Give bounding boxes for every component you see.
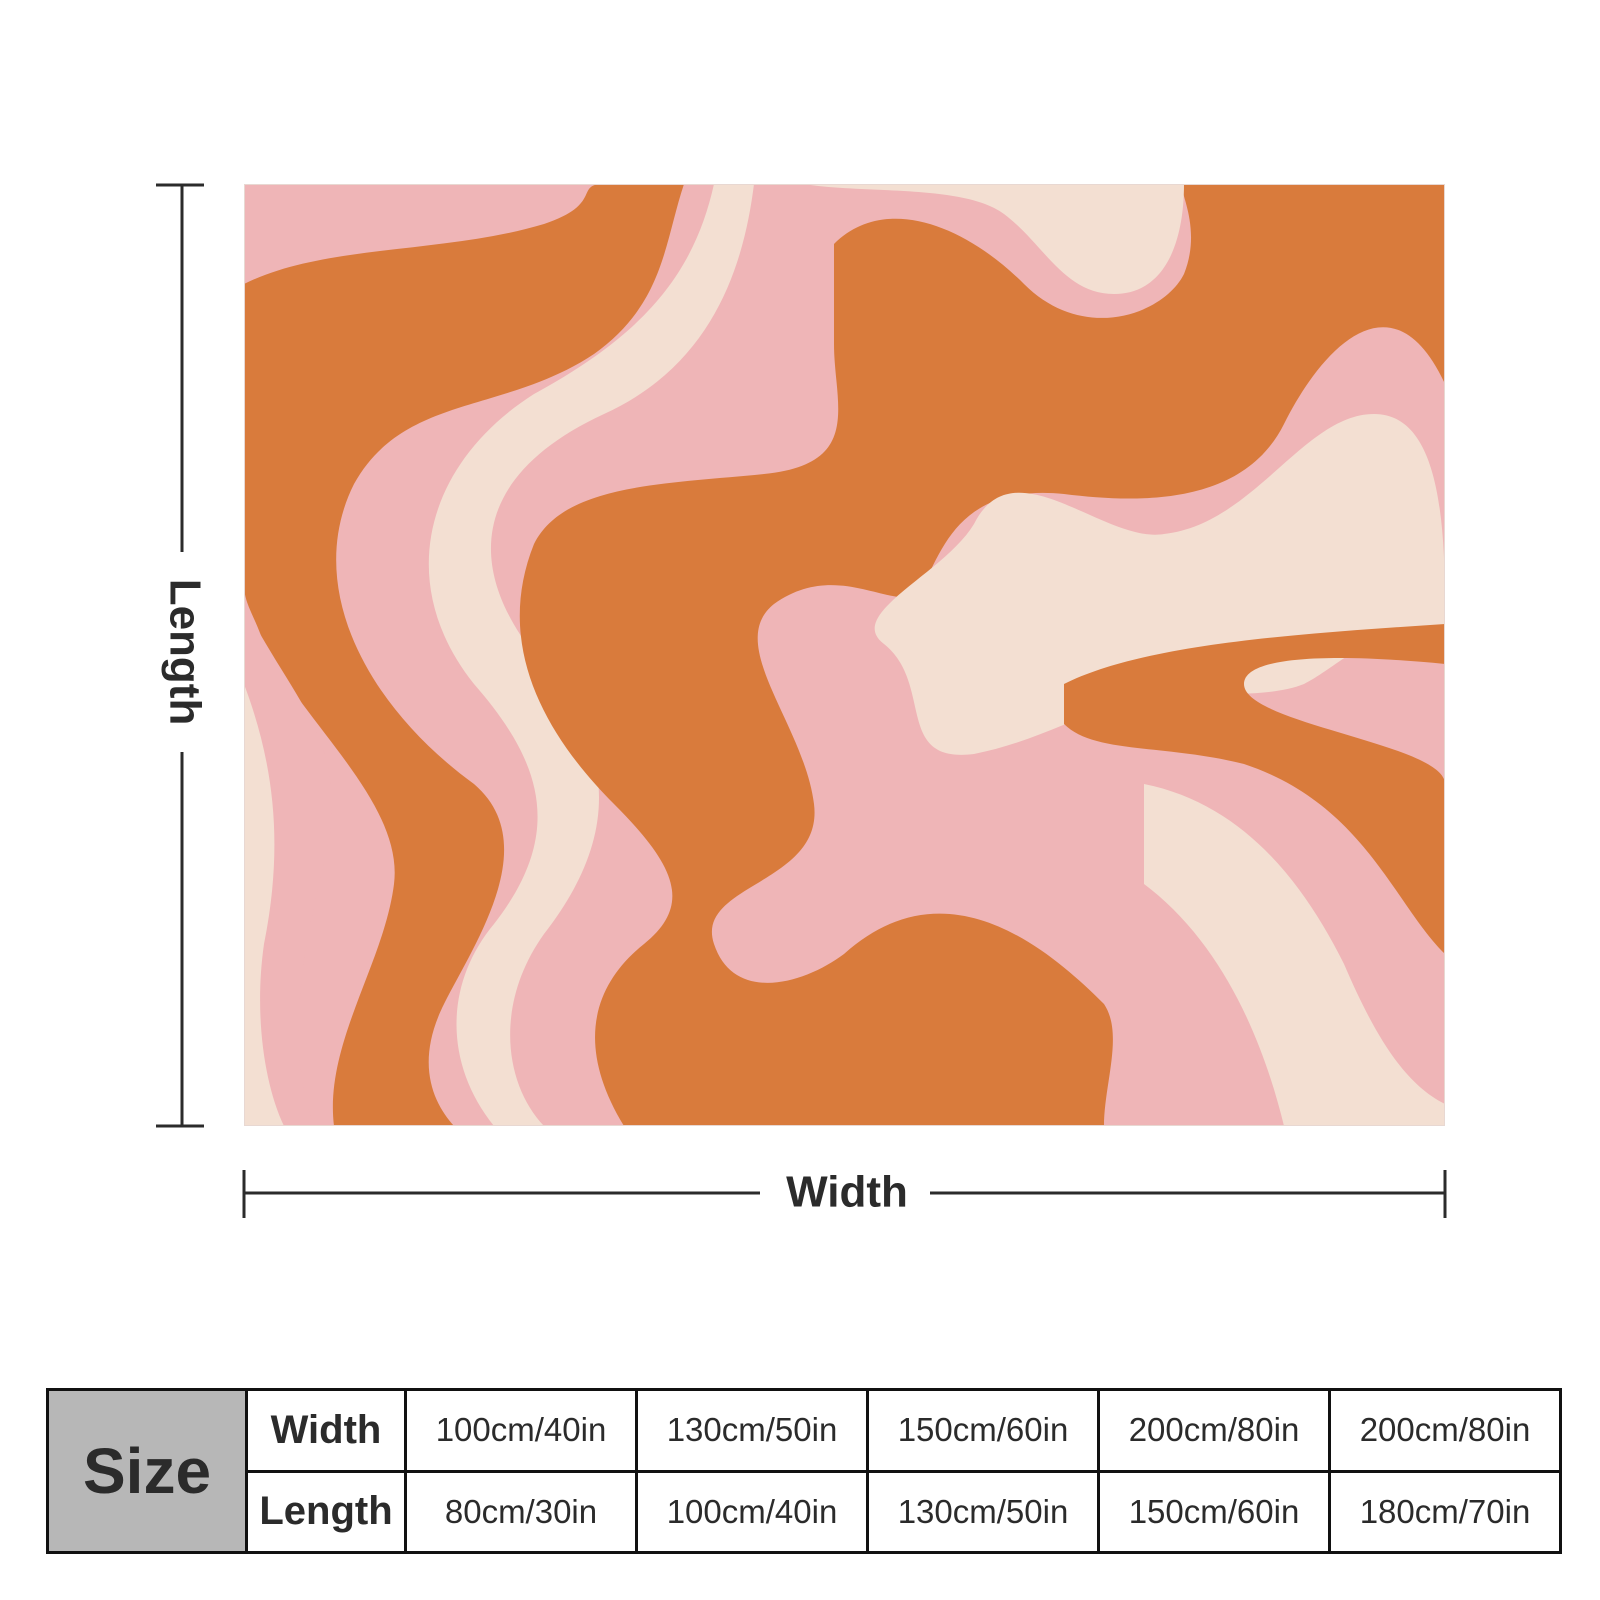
table-row: Size Width 100cm/40in 130cm/50in 150cm/6…: [46, 1388, 1562, 1554]
table-header: Size: [46, 1388, 248, 1554]
row-label: Width: [245, 1388, 407, 1473]
table-cell: 80cm/30in: [404, 1469, 638, 1554]
table-cell: 150cm/60in: [866, 1388, 1100, 1473]
product-figure: Length Width: [156, 183, 1447, 1218]
table-row: Length 80cm/30in 100cm/40in 130cm/50in 1…: [48, 1469, 1562, 1554]
length-label: Length: [160, 579, 209, 726]
width-dimension: [242, 1170, 1447, 1218]
length-dimension: [156, 183, 204, 1128]
table-cell: 180cm/70in: [1328, 1469, 1562, 1554]
width-label: Width: [786, 1168, 908, 1217]
size-table: Size Width 100cm/40in 130cm/50in 150cm/6…: [46, 1388, 1562, 1554]
table-cell: 100cm/40in: [635, 1469, 869, 1554]
table-cell: 150cm/60in: [1097, 1469, 1331, 1554]
table-cell: 130cm/50in: [635, 1388, 869, 1473]
table-cell: 100cm/40in: [404, 1388, 638, 1473]
table-cell: 130cm/50in: [866, 1469, 1100, 1554]
blanket: [244, 184, 1445, 1126]
table-cell: 200cm/80in: [1097, 1388, 1331, 1473]
table-cell: 200cm/80in: [1328, 1388, 1562, 1473]
row-label: Length: [245, 1469, 407, 1554]
